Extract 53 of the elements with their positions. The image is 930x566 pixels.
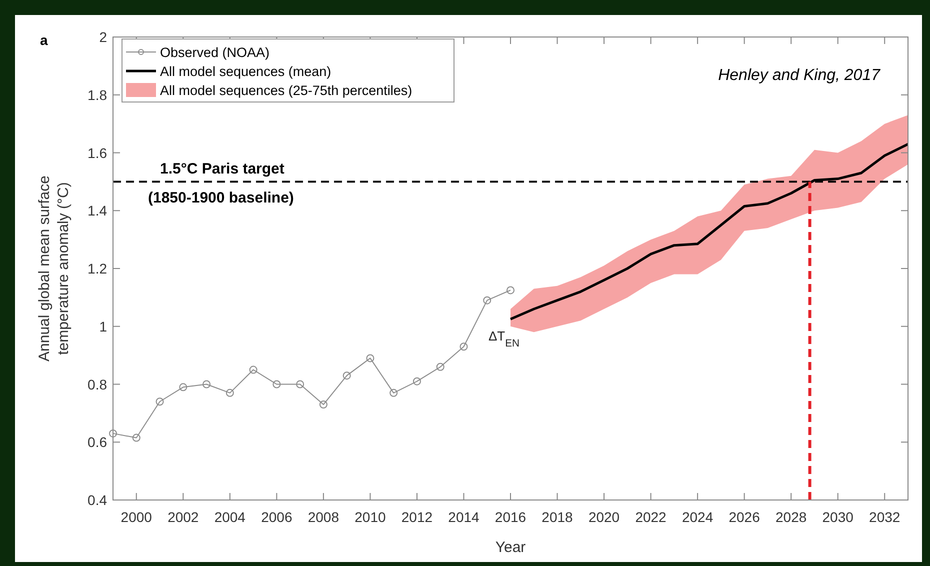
x-tick-label: 2020 [588,509,620,525]
point [202,380,211,388]
x-tick-label: 2008 [308,509,340,525]
x-tick-label: 2010 [354,509,386,525]
legend-label: Observed (NOAA) [160,45,270,60]
x-tick-label: 2032 [869,509,900,525]
point [506,286,514,294]
x-tick-label: 2024 [682,509,714,525]
x-tick-label: 2000 [120,509,152,525]
y-tick-label: 1.8 [88,86,108,103]
point [249,366,258,374]
x-tick-label: 2006 [261,509,292,525]
annotation: All model sequences (25-75th percentiles) [160,83,412,98]
point [226,388,234,397]
x-tick-label: 2018 [542,509,574,525]
point [319,400,328,409]
point [366,354,374,362]
ref-line-label: 1.5°C Paris target (1850-1900 baseline) [148,160,294,207]
point [483,296,492,304]
x-tick-label: 2004 [214,509,246,525]
point [342,372,351,380]
point [412,377,421,386]
y-axis-title: Annual global mean surface temperature anomaly (°C) [36,176,72,362]
x-tick-label: 2026 [728,509,760,525]
y-tick-label: 0.8 [88,376,108,392]
x-tick-label: 2022 [635,509,667,525]
y-tick-label: 1 [99,318,108,334]
annotation: ΔT$_{EN}$ [488,328,520,349]
point [390,388,398,397]
x-tick-label: 2016 [494,509,526,525]
x-tick-label: 2030 [822,509,854,525]
point [460,342,468,351]
point [272,380,281,388]
point [296,380,304,388]
y-tick-label: 1.2 [88,260,108,276]
point [156,398,164,406]
x-tick-label: 2028 [776,509,807,525]
point [132,434,140,442]
y-tick-label: 0.4 [88,492,108,508]
text: a [40,32,48,48]
y-tick-label: 0.6 [88,434,108,450]
x-tick-label: 2012 [401,509,433,525]
x-tick-label: 2002 [168,509,199,525]
legend-label: All model sequences (mean) [160,64,332,79]
point [109,429,117,438]
y-tick-label: 2 [99,29,108,45]
y-tick-label: 1.4 [88,202,108,219]
annotation: Henley and King, 2017 [718,67,882,84]
point [179,383,188,392]
point [436,362,444,371]
x-tick-label: 2014 [448,509,480,525]
y-tick-label: 1.6 [88,144,108,161]
x-axis-title: Year [495,539,526,556]
